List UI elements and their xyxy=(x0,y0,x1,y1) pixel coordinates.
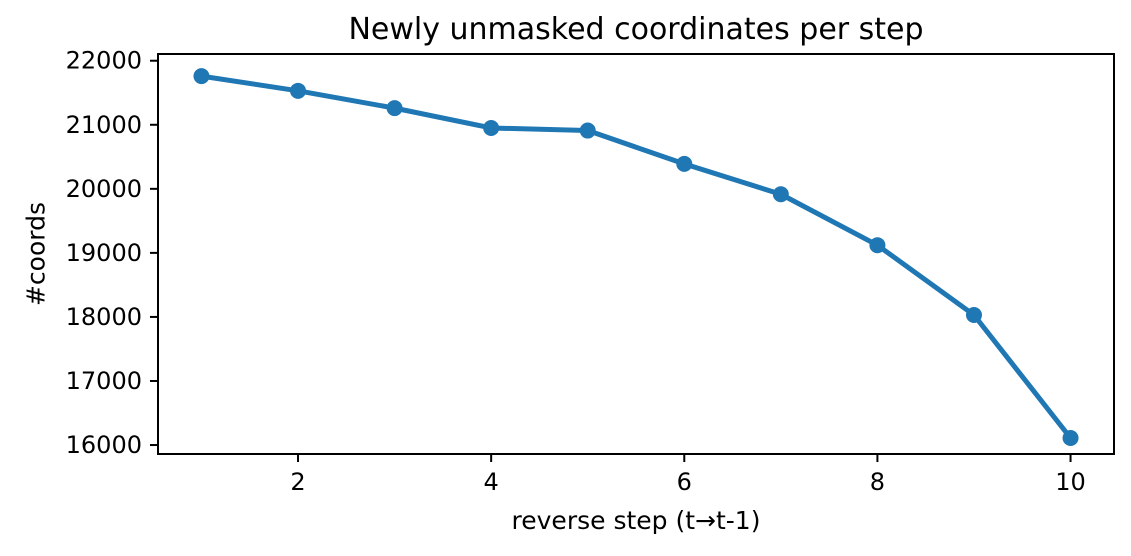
data-point xyxy=(869,237,886,254)
data-point xyxy=(579,122,596,139)
y-tick-label: 22000 xyxy=(66,47,142,75)
y-tick-label: 18000 xyxy=(66,303,142,331)
y-tick-label: 20000 xyxy=(66,175,142,203)
y-tick-label: 17000 xyxy=(66,367,142,395)
x-tick-label: 8 xyxy=(870,468,885,496)
x-tick-label: 10 xyxy=(1055,468,1086,496)
data-line xyxy=(198,73,1074,441)
data-point xyxy=(386,100,403,117)
axes-frame xyxy=(157,53,1115,455)
chart-title: Newly unmasked coordinates per step xyxy=(348,12,924,47)
data-point xyxy=(676,155,693,172)
data-point xyxy=(1062,429,1079,446)
y-tick-label: 16000 xyxy=(66,431,142,459)
data-point xyxy=(965,307,982,324)
data-point xyxy=(193,68,210,85)
data-point xyxy=(772,186,789,203)
y-tick-label: 21000 xyxy=(66,111,142,139)
x-axis-label: reverse step (t→t-1) xyxy=(511,506,761,535)
x-tick-label: 6 xyxy=(677,468,692,496)
data-point xyxy=(290,82,307,99)
y-tick-label: 19000 xyxy=(66,239,142,267)
x-tick-label: 4 xyxy=(484,468,499,496)
data-point xyxy=(483,119,500,136)
x-tick-label: 2 xyxy=(290,468,305,496)
